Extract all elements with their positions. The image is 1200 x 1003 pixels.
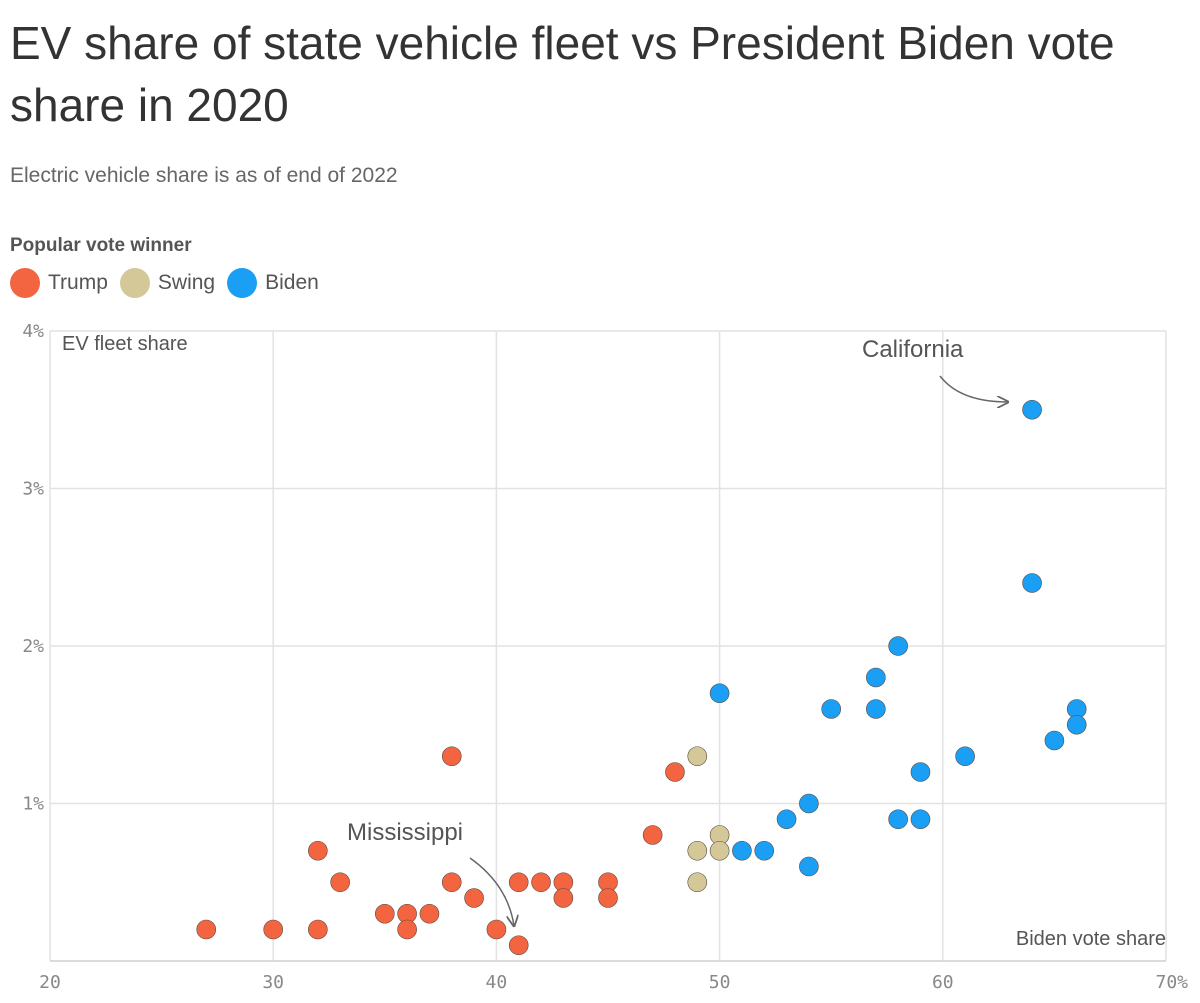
data-point-trump [263,919,284,940]
data-point-biden [910,809,931,830]
y-tick-label: 1% [22,794,44,815]
data-point-biden [709,683,730,704]
data-point-trump [419,903,440,924]
annotation-mississippi: Mississippi [347,819,463,846]
axis-ticks: 20 30 40 50 60 70% 1% 2% 3% 4% [22,321,1188,993]
x-tick-label: 70% [1155,972,1188,993]
data-point-biden [754,840,775,861]
annotation-california-arrow [939,375,1008,402]
legend-label-trump: Trump [48,271,108,294]
legend-item-biden: Biden [227,268,319,298]
data-point-biden [910,762,931,782]
data-point-biden [821,699,842,719]
data-point-biden [955,746,975,767]
legend-title: Popular vote winner [10,235,192,256]
x-axis-label: Biden vote share [1016,928,1166,950]
x-tick-label: 40 [486,972,508,993]
data-point-trump [642,825,663,845]
x-tick-label: 50 [709,972,731,993]
data-point-biden [1044,730,1065,751]
data-point-swing [687,840,708,861]
legend-item-swing: Swing [119,268,216,298]
data-point-trump [486,919,507,940]
data-point-trump [508,935,529,956]
annotations: California Mississippi [347,336,1008,926]
legend-swatch-swing [119,268,150,298]
data-point-biden [776,809,797,830]
annotation-california: California [862,336,964,363]
data-point-trump [308,840,328,861]
data-point-biden [1022,573,1042,593]
legend-item-trump: Trump [10,268,108,298]
data-point-trump [665,762,685,782]
data-point-biden [888,809,908,830]
annotation-mississippi-arrow [469,857,514,926]
data-point-biden [1022,399,1042,420]
y-axis-label: EV fleet share [62,333,188,355]
data-point-swing [709,840,730,861]
data-point-trump [308,919,328,940]
data-point-biden [866,699,886,719]
data-point-trump [598,888,618,908]
data-point-biden [1066,714,1087,735]
data-point-trump [441,746,462,767]
x-tick-label: 60 [932,972,954,993]
data-points [196,399,1087,956]
legend-label-biden: Biden [265,271,319,294]
data-point-trump [374,903,395,924]
x-tick-label: 30 [262,972,284,993]
data-point-biden [888,636,908,656]
chart-title: EV share of state vehicle fleet vs Presi… [10,17,1115,131]
data-point-biden [799,856,819,877]
data-point-trump [531,872,551,893]
grid [49,330,1167,962]
chart-subtitle: Electric vehicle share is as of end of 2… [10,164,398,187]
data-point-biden [799,793,819,814]
y-tick-label: 4% [22,321,44,342]
data-point-trump [553,888,574,908]
x-tick-label: 20 [39,972,61,993]
y-tick-label: 3% [22,479,44,500]
data-point-trump [330,872,350,893]
data-point-trump [441,872,462,893]
data-point-trump [196,919,217,940]
data-point-biden [866,667,886,688]
legend: Trump Swing Biden [10,268,331,298]
data-point-swing [687,746,708,767]
y-tick-label: 2% [22,636,44,657]
data-point-swing [687,872,708,893]
data-point-trump [508,872,529,893]
legend-swatch-biden [227,268,258,298]
legend-label-swing: Swing [157,271,216,294]
data-point-biden [732,840,752,861]
data-point-trump [397,919,417,940]
legend-swatch-trump [10,268,40,298]
data-point-trump [464,888,484,908]
